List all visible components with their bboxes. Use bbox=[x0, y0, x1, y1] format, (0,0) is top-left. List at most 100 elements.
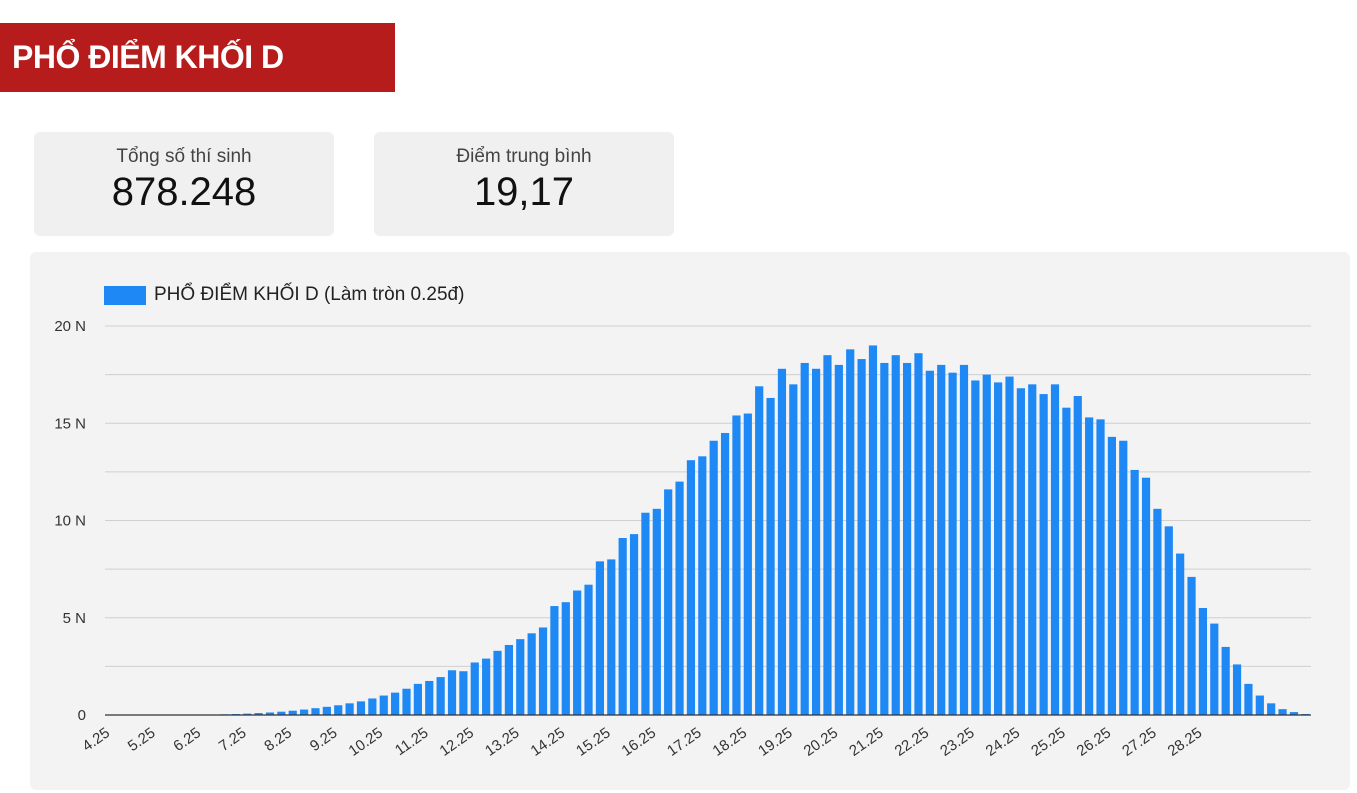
chart-legend[interactable]: PHỔ ĐIỂM KHỐI D (Làm tròn 0.25đ) bbox=[104, 284, 464, 306]
bar bbox=[345, 703, 354, 715]
bar bbox=[755, 386, 764, 715]
x-tick-label: 11.25 bbox=[392, 724, 432, 759]
x-tick-label: 28.25 bbox=[1165, 724, 1206, 759]
bar bbox=[1062, 407, 1071, 715]
bar bbox=[1005, 376, 1014, 715]
bar bbox=[482, 658, 491, 715]
bar bbox=[868, 345, 878, 715]
bar bbox=[891, 355, 900, 715]
bar bbox=[664, 489, 673, 715]
bar bbox=[322, 706, 331, 715]
bar bbox=[1153, 508, 1162, 715]
bar bbox=[720, 432, 730, 715]
bar bbox=[937, 364, 946, 715]
bar bbox=[527, 633, 536, 715]
bar bbox=[538, 627, 548, 715]
bar bbox=[675, 481, 684, 715]
x-tick-label: 19.25 bbox=[755, 724, 796, 759]
total-candidates-value: 878.248 bbox=[111, 170, 257, 214]
bar bbox=[254, 713, 263, 715]
chart-canvas: 0 5 N 10 N 15 N 20 N 4.25 5.25 6.25 7.25 8.25 9.25… bbox=[54, 318, 1311, 760]
bar bbox=[1232, 664, 1242, 715]
x-tick-label: 5.25 bbox=[125, 724, 159, 755]
bar bbox=[698, 456, 707, 715]
bar bbox=[573, 590, 582, 715]
x-tick-label: 16.25 bbox=[619, 724, 660, 759]
bar bbox=[834, 364, 843, 715]
bar bbox=[265, 712, 275, 715]
x-tick-label: 24.25 bbox=[983, 724, 1024, 759]
y-tick-label: 10 N bbox=[54, 513, 86, 530]
bar bbox=[766, 397, 775, 715]
x-tick-label: 9.25 bbox=[307, 724, 341, 755]
y-tick-label: 15 N bbox=[54, 415, 86, 432]
bar bbox=[595, 561, 605, 715]
bar bbox=[1119, 440, 1128, 715]
bar bbox=[391, 692, 400, 715]
bar bbox=[1267, 703, 1276, 715]
bar bbox=[846, 349, 855, 715]
x-tick-label: 8.25 bbox=[261, 724, 295, 755]
x-tick-label: 12.25 bbox=[437, 724, 478, 759]
bar bbox=[994, 382, 1003, 715]
y-tick-label: 0 bbox=[78, 707, 86, 724]
bar bbox=[857, 359, 866, 715]
bar bbox=[811, 368, 821, 715]
bar bbox=[550, 606, 559, 715]
bar bbox=[413, 683, 422, 715]
bar bbox=[356, 701, 366, 715]
bar bbox=[618, 538, 627, 715]
average-score-label: Điểm trung bình bbox=[456, 146, 592, 167]
x-tick-label: 17.25 bbox=[664, 724, 705, 759]
bar bbox=[1255, 695, 1264, 715]
bar bbox=[789, 384, 798, 715]
bar bbox=[493, 650, 502, 715]
bar bbox=[1289, 712, 1299, 715]
bar bbox=[1141, 477, 1151, 715]
bar bbox=[561, 602, 570, 715]
bar bbox=[402, 688, 411, 715]
x-tick-label: 22.25 bbox=[892, 724, 933, 759]
score-distribution-chart: 0 5 N 10 N 15 N 20 N 4.25 5.25 6.25 7.25 8.25 9.25… bbox=[30, 252, 1350, 790]
bar bbox=[425, 680, 434, 715]
bar bbox=[470, 662, 479, 715]
bar bbox=[1187, 576, 1196, 715]
x-tick-label: 14.25 bbox=[528, 724, 569, 759]
bar bbox=[971, 380, 980, 715]
x-tick-label: 25.25 bbox=[1028, 724, 1069, 759]
x-tick-label: 27.25 bbox=[1119, 724, 1160, 759]
total-candidates-card: Tổng số thí sinh 878.248 bbox=[34, 132, 334, 236]
bar bbox=[709, 440, 718, 715]
bar bbox=[1278, 709, 1287, 715]
x-tick-label: 4.25 bbox=[79, 724, 113, 755]
average-score-value: 19,17 bbox=[473, 170, 575, 214]
bar bbox=[880, 362, 889, 715]
x-tick-label: 15.25 bbox=[573, 724, 614, 759]
bar bbox=[1096, 419, 1105, 715]
bar bbox=[1244, 683, 1253, 715]
bar bbox=[277, 711, 286, 715]
bar bbox=[288, 710, 297, 715]
bar bbox=[959, 364, 969, 715]
x-tick-label: 7.25 bbox=[216, 724, 250, 755]
bar bbox=[379, 695, 388, 715]
bar bbox=[1130, 469, 1139, 715]
bar bbox=[823, 355, 832, 715]
bar bbox=[1107, 436, 1116, 715]
bar bbox=[1210, 623, 1219, 715]
x-tick-label: 10.25 bbox=[346, 724, 387, 759]
bar bbox=[1073, 396, 1082, 715]
page-title: PHỔ ĐIỂM KHỐI D bbox=[0, 23, 395, 92]
bar bbox=[903, 362, 912, 715]
x-tick-label: 6.25 bbox=[170, 724, 204, 755]
bar bbox=[1221, 646, 1230, 715]
average-score-card: Điểm trung bình 19,17 bbox=[374, 132, 674, 236]
bar bbox=[1085, 417, 1094, 715]
x-tick-label: 13.25 bbox=[482, 724, 523, 759]
legend-swatch bbox=[104, 285, 146, 305]
bar bbox=[948, 372, 957, 715]
bar bbox=[607, 559, 616, 715]
bar bbox=[311, 708, 320, 715]
x-tick-label: 18.25 bbox=[710, 724, 751, 759]
bar bbox=[777, 368, 787, 715]
